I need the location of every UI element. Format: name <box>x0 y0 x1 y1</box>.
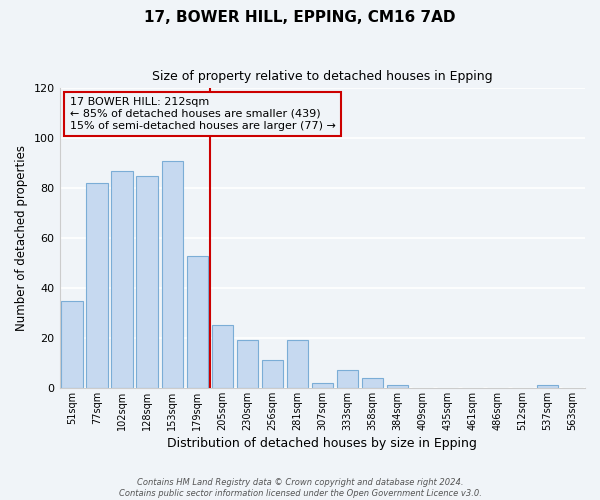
Y-axis label: Number of detached properties: Number of detached properties <box>15 145 28 331</box>
Bar <box>161 160 183 388</box>
Bar <box>311 383 333 388</box>
Bar <box>112 170 133 388</box>
Bar <box>262 360 283 388</box>
Text: 17, BOWER HILL, EPPING, CM16 7AD: 17, BOWER HILL, EPPING, CM16 7AD <box>144 10 456 25</box>
Bar <box>287 340 308 388</box>
Bar <box>236 340 258 388</box>
Bar <box>136 176 158 388</box>
Bar <box>187 256 208 388</box>
Bar <box>337 370 358 388</box>
X-axis label: Distribution of detached houses by size in Epping: Distribution of detached houses by size … <box>167 437 477 450</box>
Title: Size of property relative to detached houses in Epping: Size of property relative to detached ho… <box>152 70 493 83</box>
Text: Contains HM Land Registry data © Crown copyright and database right 2024.
Contai: Contains HM Land Registry data © Crown c… <box>119 478 481 498</box>
Text: 17 BOWER HILL: 212sqm
← 85% of detached houses are smaller (439)
15% of semi-det: 17 BOWER HILL: 212sqm ← 85% of detached … <box>70 98 336 130</box>
Bar <box>387 386 408 388</box>
Bar <box>537 386 558 388</box>
Bar <box>86 183 108 388</box>
Bar <box>362 378 383 388</box>
Bar <box>212 326 233 388</box>
Bar <box>61 300 83 388</box>
